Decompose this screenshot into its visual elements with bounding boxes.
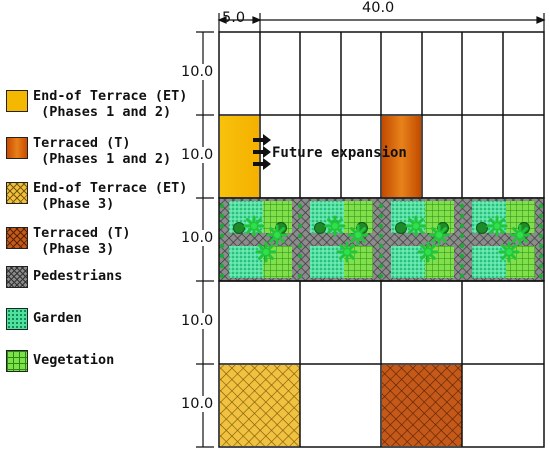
shrub-icon xyxy=(405,215,427,237)
legend-item-gar: Garden xyxy=(6,306,82,330)
end-of-terrace-house xyxy=(220,116,259,197)
future-expansion-arrows xyxy=(253,134,271,170)
legend-item-t: Terraced (T) (Phases 1 and 2) xyxy=(6,135,171,167)
dimension-label-row-2: 10.0 xyxy=(181,147,214,163)
shrub-icon xyxy=(428,224,450,246)
tree-icon xyxy=(395,222,407,234)
legend-label: End-of Terrace (ET) xyxy=(33,88,188,104)
legend-sublabel: (Phases 1 and 2) xyxy=(33,151,172,167)
tree-icon xyxy=(314,222,326,234)
legend-swatch-gar xyxy=(6,308,28,330)
shrub-icon xyxy=(243,215,265,237)
legend-sublabel: (Phases 1 and 2) xyxy=(33,104,172,120)
legend-item-et3: End-of Terrace (ET) (Phase 3) xyxy=(6,180,187,212)
legend-label: Terraced (T) xyxy=(33,225,131,241)
dimension-label-row-1: 10.0 xyxy=(181,64,214,80)
legend-label: Pedestrians xyxy=(33,268,123,284)
legend-swatch-t3 xyxy=(6,227,28,249)
legend-label: End-of Terrace (ET) xyxy=(33,180,188,196)
dimension-label-row-4: 10.0 xyxy=(181,313,214,329)
end-of-terrace-phase3-house xyxy=(220,365,300,446)
shrub-icon xyxy=(324,215,346,237)
dimension-label-top-total: 40.0 xyxy=(360,0,397,16)
dimension-label-row-5: 10.0 xyxy=(181,396,214,412)
legend-item-veg: Vegetation xyxy=(6,348,114,372)
legend-sublabel: (Phase 3) xyxy=(33,241,115,257)
legend-sublabel: (Phase 3) xyxy=(33,196,115,212)
legend-item-et: End-of Terrace (ET) (Phases 1 and 2) xyxy=(6,88,187,120)
garden-row xyxy=(218,197,545,282)
hedge-dots xyxy=(219,203,544,279)
garden-block xyxy=(391,201,454,278)
legend-swatch-t xyxy=(6,137,28,159)
shrub-icon xyxy=(498,241,520,263)
terraced-house xyxy=(382,116,421,197)
shrub-icon xyxy=(509,224,531,246)
shrub-icon xyxy=(417,241,439,263)
legend-swatch-et xyxy=(6,90,28,112)
legend-swatch-veg xyxy=(6,350,28,372)
legend-item-ped: Pedestrians xyxy=(6,264,122,288)
garden-block xyxy=(472,201,535,278)
house-rows-bottom xyxy=(218,280,545,448)
tree-icon xyxy=(476,222,488,234)
house-rows-top xyxy=(218,31,545,199)
future-expansion-label: Future expansion xyxy=(272,145,407,161)
dimension-label-top-small: 5.0 xyxy=(222,10,246,26)
tree-icon xyxy=(233,222,245,234)
shrub-icon xyxy=(336,241,358,263)
dimension-label-row-3: 10.0 xyxy=(181,230,214,246)
legend-label: Garden xyxy=(33,310,82,326)
legend-label: Terraced (T) xyxy=(33,135,131,151)
legend-item-t3: Terraced (T) (Phase 3) xyxy=(6,225,131,257)
shrub-icon xyxy=(255,241,277,263)
shrub-icon xyxy=(347,224,369,246)
shrub-icon xyxy=(266,224,288,246)
garden-block xyxy=(310,201,373,278)
legend-swatch-ped xyxy=(6,266,28,288)
terraced-phase3-house xyxy=(382,365,462,446)
legend-label: Vegetation xyxy=(33,352,115,368)
garden-block xyxy=(229,201,292,278)
legend-swatch-et3 xyxy=(6,182,28,204)
shrub-icon xyxy=(486,215,508,237)
